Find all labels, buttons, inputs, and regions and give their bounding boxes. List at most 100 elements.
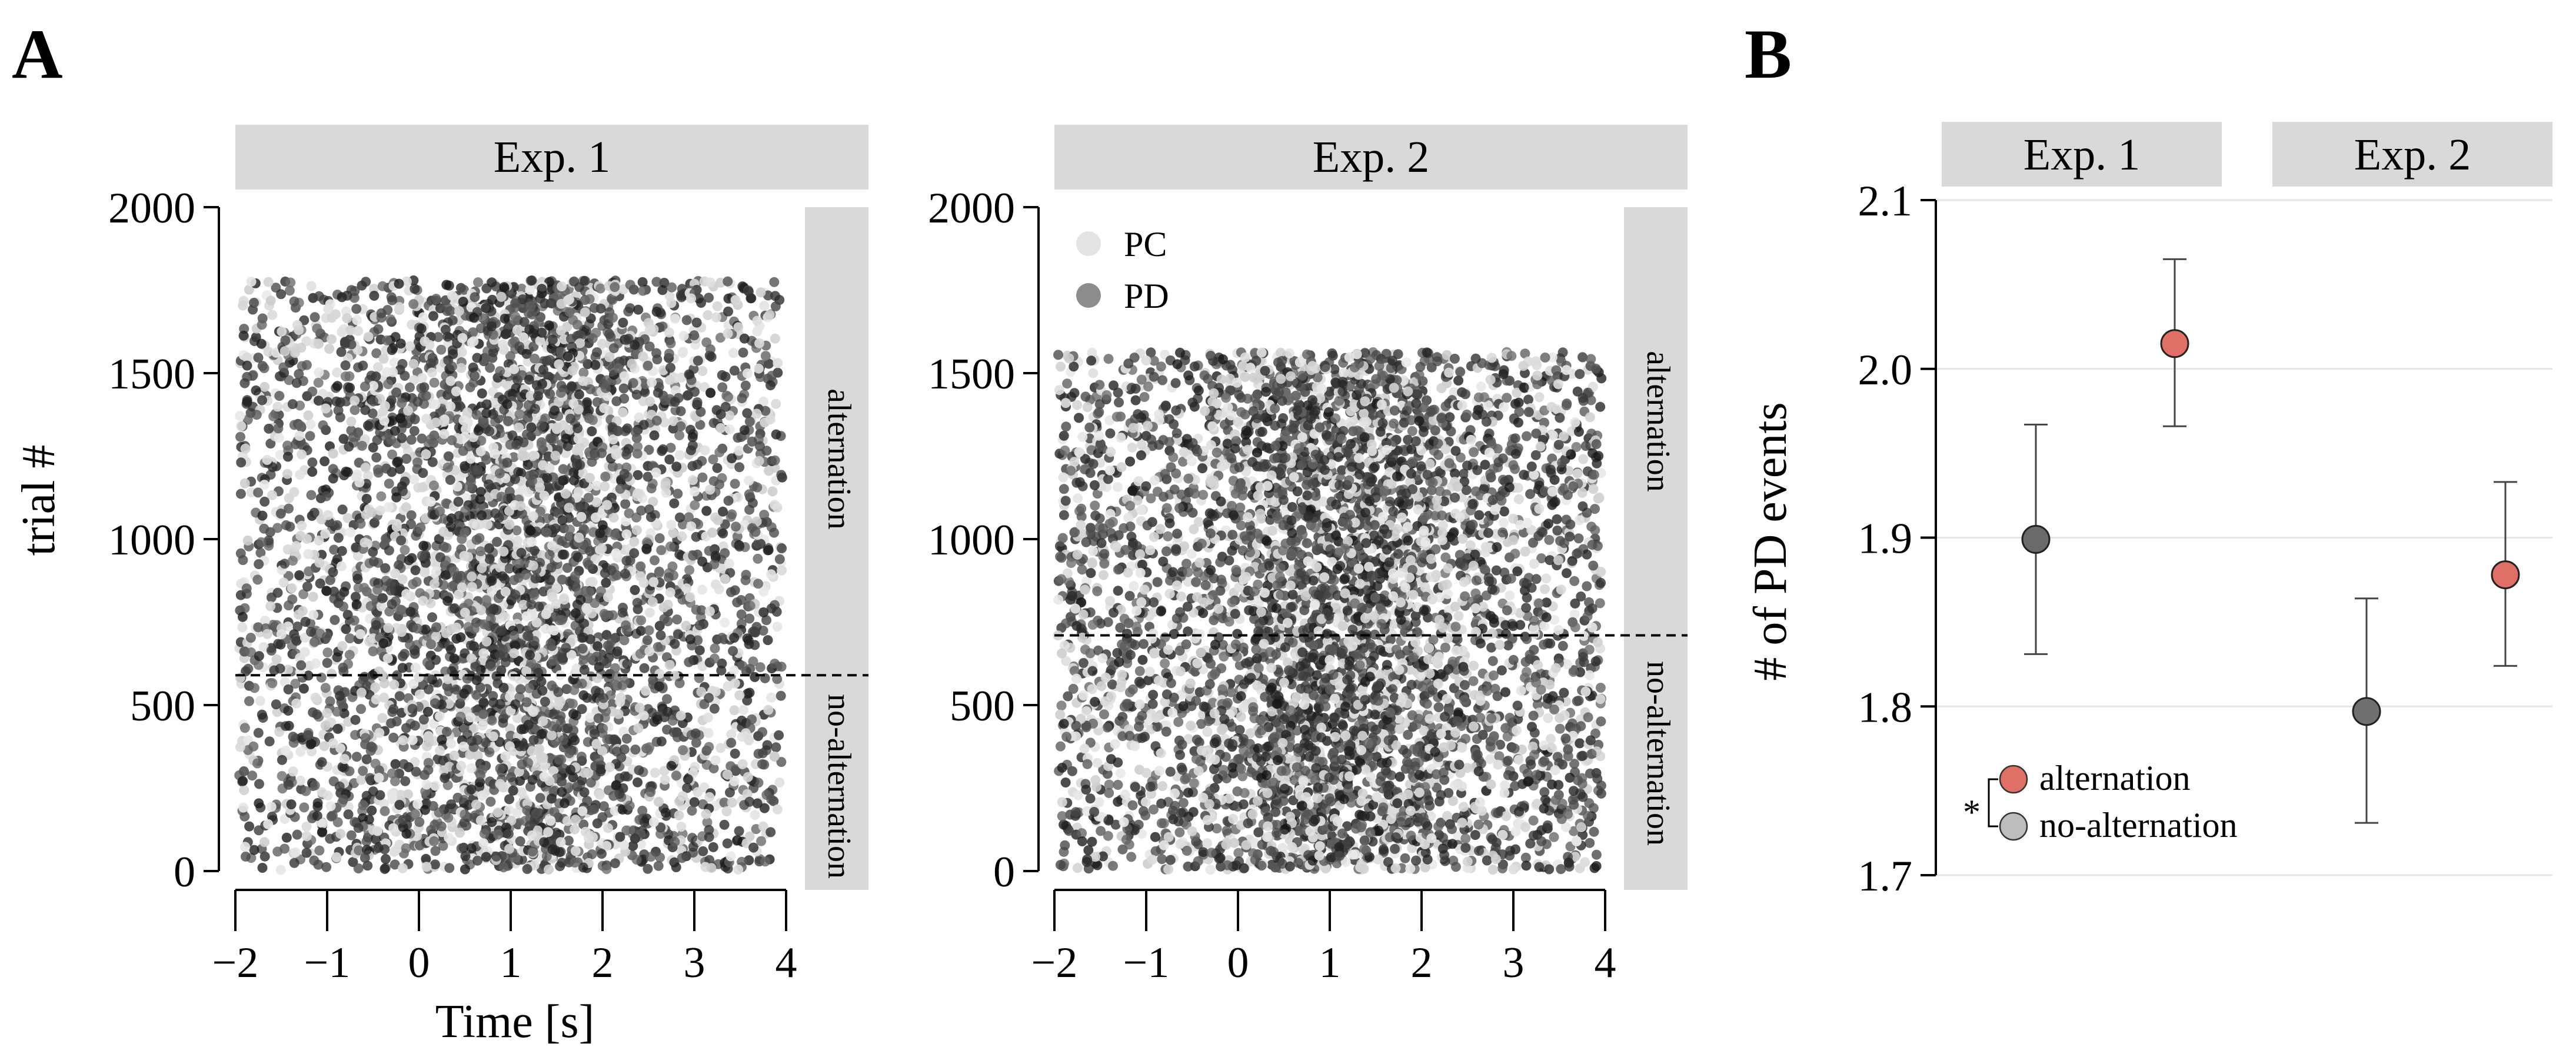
pc-event-dot — [446, 624, 457, 634]
pc-event-dot — [259, 381, 270, 392]
pd-event-dot — [470, 371, 480, 381]
pd-event-dot — [598, 693, 609, 703]
pd-event-dot — [670, 836, 680, 847]
pd-event-dot — [360, 853, 370, 863]
pc-event-dot — [267, 490, 277, 500]
pd-event-dot — [496, 626, 507, 636]
pd-event-dot — [349, 615, 360, 626]
pd-event-dot — [237, 612, 248, 622]
pc-event-dot — [514, 423, 524, 433]
pd-event-dot — [300, 617, 311, 627]
pd-event-dot — [333, 533, 344, 543]
pd-event-dot — [264, 423, 274, 434]
pd-event-dot — [527, 846, 538, 857]
pc-event-dot — [295, 531, 306, 541]
pc-event-dot — [594, 790, 605, 800]
pd-event-dot — [593, 641, 603, 652]
pc-event-dot — [645, 324, 655, 335]
pd-event-dot — [503, 416, 513, 426]
pc-event-dot — [477, 720, 488, 731]
pd-event-dot — [307, 467, 318, 477]
pd-event-dot — [257, 709, 267, 720]
pd-event-dot — [710, 643, 720, 654]
pc-event-dot — [327, 334, 337, 344]
pd-event-dot — [771, 606, 782, 617]
pc-event-dot — [615, 692, 626, 703]
pc-event-dot — [570, 815, 581, 825]
pc-event-dot — [633, 488, 643, 499]
pd-event-dot — [577, 704, 587, 715]
pc-event-dot — [352, 315, 362, 325]
pd-event-dot — [325, 833, 335, 844]
pc-event-dot — [772, 804, 783, 815]
pd-event-dot — [687, 440, 698, 451]
pc-event-dot — [743, 772, 753, 782]
pd-event-dot — [725, 761, 736, 772]
pd-event-dot — [365, 601, 376, 612]
pd-event-dot — [359, 583, 370, 593]
pc-event-dot — [617, 407, 628, 418]
panel-label-a: A — [12, 15, 63, 93]
pd-event-dot — [239, 723, 250, 733]
pc-event-dot — [750, 810, 760, 820]
pc-event-dot — [766, 569, 776, 580]
pd-event-dot — [477, 510, 487, 521]
pd-event-dot — [444, 863, 455, 873]
pd-event-dot — [401, 843, 411, 853]
pc-event-dot — [332, 367, 342, 378]
pd-event-dot — [317, 550, 327, 560]
pd-event-dot — [531, 808, 541, 819]
pd-event-dot — [584, 560, 594, 570]
pc-event-dot — [730, 678, 740, 689]
pd-event-dot — [710, 550, 721, 561]
pc-event-dot — [456, 363, 467, 373]
pc-event-dot — [308, 610, 319, 620]
pd-event-dot — [635, 561, 646, 571]
pd-event-dot — [422, 657, 432, 667]
pd-event-dot — [319, 456, 330, 467]
pd-event-dot — [702, 817, 713, 828]
pd-event-dot — [545, 388, 555, 399]
pd-event-dot — [734, 462, 745, 473]
pc-event-dot — [770, 333, 780, 344]
pd-event-dot — [759, 510, 770, 520]
pd-event-dot — [336, 347, 347, 357]
pc-event-dot — [367, 507, 377, 518]
pd-event-dot — [442, 303, 452, 313]
pc-event-dot — [772, 622, 783, 632]
pc-event-dot — [431, 566, 441, 577]
pc-event-dot — [752, 326, 763, 337]
pd-event-dot — [410, 284, 420, 294]
pd-event-dot — [255, 547, 266, 558]
pd-event-dot — [631, 855, 642, 865]
pd-event-dot — [338, 666, 349, 677]
pd-event-dot — [282, 451, 293, 462]
pd-event-dot — [729, 633, 740, 643]
pd-event-dot — [642, 635, 653, 646]
pd-event-dot — [522, 864, 532, 874]
pd-event-dot — [338, 794, 349, 805]
pc-event-dot — [262, 454, 272, 465]
pd-event-dot — [406, 434, 417, 445]
pd-event-dot — [687, 833, 697, 843]
pd-event-dot — [662, 725, 673, 735]
pd-event-dot — [542, 473, 553, 483]
pd-event-dot — [663, 616, 673, 627]
pd-event-dot — [317, 827, 327, 838]
pd-event-dot — [637, 806, 648, 816]
pd-event-dot — [266, 592, 277, 603]
pd-event-dot — [692, 397, 703, 407]
pc-event-dot — [705, 484, 715, 495]
pd-event-dot — [683, 774, 693, 785]
pd-event-dot — [610, 858, 620, 869]
pd-event-dot — [607, 636, 617, 646]
pc-event-dot — [713, 515, 723, 526]
pd-event-dot — [332, 706, 342, 717]
raster-facet-exp1: Exp. 1 alternation no-alternation 050010… — [108, 125, 868, 987]
pd-event-dot — [689, 330, 700, 341]
pc-event-dot — [278, 577, 289, 588]
pd-event-dot — [568, 315, 578, 325]
pd-event-dot — [592, 347, 602, 357]
pd-event-dot — [709, 559, 720, 570]
pd-event-dot — [309, 637, 320, 647]
